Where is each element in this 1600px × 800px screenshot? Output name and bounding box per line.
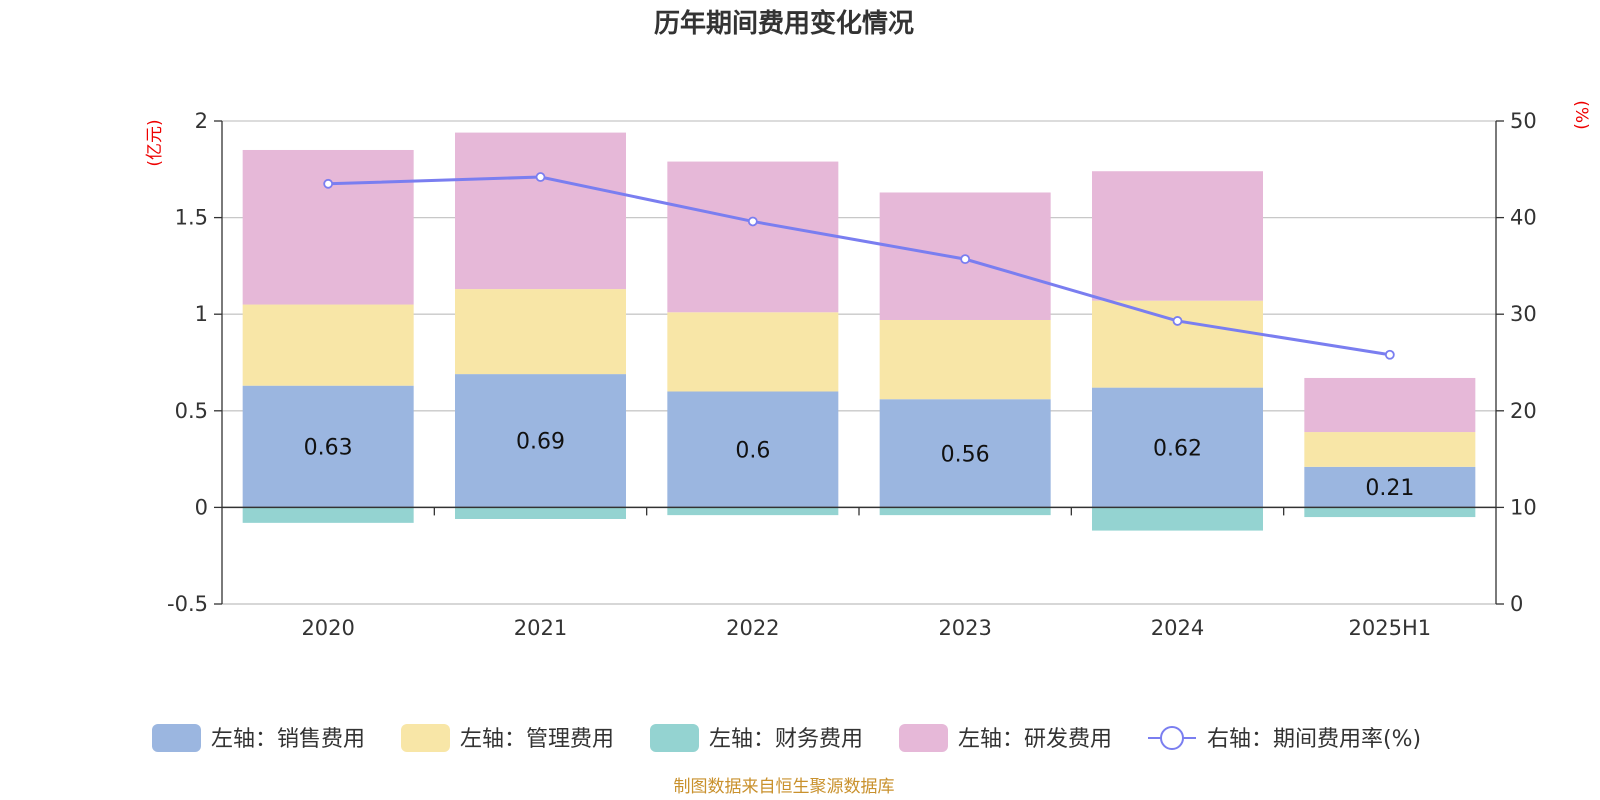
bar-finance-2021 [455,507,626,519]
left-tick-label: 0 [195,495,208,519]
gridlines [222,120,1496,605]
bar-label-sales: 0.69 [516,430,565,455]
x-tick-label: 2024 [1151,616,1204,640]
bar-rnd-2025H1 [1304,377,1476,433]
bar-admin-2020 [242,304,414,386]
right-tick-label: 20 [1510,399,1537,423]
bars [242,132,1476,531]
rate-point-2021 [535,172,546,182]
right-tick-label: 0 [1510,592,1523,616]
chart-title: 历年期间费用变化情况 [654,8,914,39]
rate-point-2025H1 [1384,349,1395,360]
bar-label-sales: 0.56 [941,442,990,467]
left-tick-label: 2 [195,109,208,133]
bar-admin-2024 [1092,300,1263,388]
rate-point-2024 [1172,316,1183,326]
bar-rnd-2021 [455,132,626,290]
legend-label-finance: 左轴：财务费用 [709,727,863,752]
right-tick-label: 10 [1510,495,1537,519]
source-note: 制图数据来自恒生聚源数据库 [674,777,895,797]
x-tick-label: 2023 [938,616,991,640]
bar-finance-2023 [879,507,1051,516]
bar-finance-2022 [667,507,839,516]
legend-label-sales: 左轴：销售费用 [211,727,365,752]
rate-point-2020 [323,178,334,189]
left-tick-label: 0.5 [175,399,208,423]
bar-rnd-2022 [667,161,839,313]
bar-label-sales: 0.63 [304,436,353,461]
bar-rnd-2020 [242,149,414,305]
legend-label-rnd: 左轴：研发费用 [958,727,1112,752]
right-tick-label: 30 [1510,302,1537,326]
bar-label-sales: 0.6 [735,438,770,463]
legend-label-rate: 右轴：期间费用率(%) [1207,727,1421,752]
left-tick-label: 1 [195,302,208,326]
legend-swatch-sales [152,724,201,752]
x-tick-label: 2025H1 [1349,616,1432,640]
left-axis-unit: (亿元) [145,119,165,166]
legend-label-admin: 左轴：管理费用 [460,727,614,752]
right-tick-label: 50 [1510,109,1537,133]
bar-sales-2022 [667,391,839,508]
bar-rnd-2024 [1092,171,1263,301]
bar-finance-2024 [1092,507,1263,531]
rate-point-2023 [960,254,971,265]
legend-marker-icon [1160,726,1184,750]
bar-admin-2023 [879,319,1051,400]
rate-line-path [328,175,1391,357]
data-labels: 0.63 0.69 0.6 0.56 0.62 0.21 [304,430,1415,501]
x-tick-label: 2020 [301,616,354,640]
bar-label-sales: 0.62 [1153,437,1202,462]
bar-sales-2025H1 [1304,466,1476,508]
left-tick-label: -0.5 [167,592,208,616]
bar-admin-2022 [667,312,839,392]
bar-sales-2023 [879,399,1051,508]
bar-label-sales: 0.21 [1365,476,1414,501]
x-tick-label: 2021 [514,616,567,640]
legend-swatch-finance [650,724,699,752]
legend: 左轴：销售费用 左轴：管理费用 左轴：财务费用 左轴：研发费用 右轴：期间费用率(%) [152,724,1421,752]
bar-sales-2024 [1092,387,1263,508]
axes: 2 1.5 1 0.5 0 -0.5 50 40 30 20 10 0 2020 2021 2022 2023… [167,109,1537,640]
bar-admin-2025H1 [1304,432,1476,467]
bar-admin-2021 [455,289,626,375]
bar-sales-2020 [242,385,414,508]
x-tick-label: 2022 [726,616,779,640]
legend-swatch-admin [401,724,450,752]
right-tick-label: 40 [1510,206,1537,230]
rate-line [323,172,1395,360]
left-tick-label: 1.5 [175,206,208,230]
rate-point-2022 [747,216,758,227]
legend-swatch-rnd [899,724,948,752]
bar-finance-2025H1 [1304,507,1476,518]
right-axis-unit: (%) [1571,100,1591,129]
bar-finance-2020 [242,507,414,523]
bar-sales-2021 [455,374,626,508]
